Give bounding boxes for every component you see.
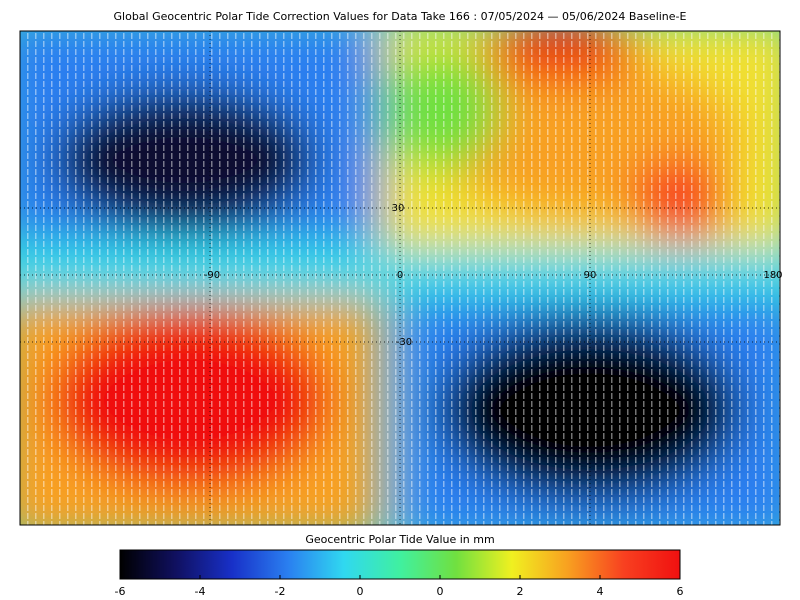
colorbar-tick-label: 0 — [357, 585, 364, 598]
map — [20, 31, 780, 525]
colorbar-tick-label: 6 — [677, 585, 684, 598]
grid-label: 30 — [392, 203, 405, 214]
colorbar-tick-label: -6 — [115, 585, 126, 598]
grid-label: -30 — [396, 337, 412, 348]
grid-label: 0 — [397, 270, 403, 281]
colorbar-tick-label: -4 — [195, 585, 206, 598]
title: Global Geocentric Polar Tide Correction … — [114, 10, 687, 23]
colorbar-tick-label: 4 — [597, 585, 604, 598]
grid-label: -90 — [204, 270, 220, 281]
map-frame — [19, 30, 781, 526]
colorbar-label: Geocentric Polar Tide Value in mm — [305, 533, 494, 546]
colorbar — [119, 549, 681, 580]
colorbar-tick-label: 0 — [437, 585, 444, 598]
colorbar-tick-label: -2 — [275, 585, 286, 598]
grid-label: 180 — [763, 270, 782, 281]
colorbar-tick-label: 2 — [517, 585, 524, 598]
grid-label: 90 — [584, 270, 597, 281]
